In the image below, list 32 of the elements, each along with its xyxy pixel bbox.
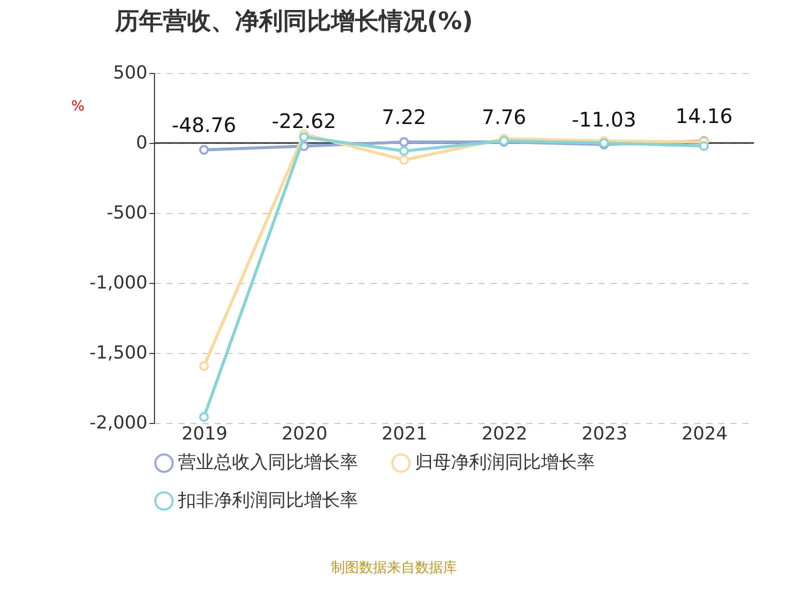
x-tick-label: 2023 bbox=[582, 424, 628, 444]
legend-label: 营业总收入同比增长率 bbox=[178, 452, 358, 474]
point bbox=[299, 132, 309, 142]
legend-label: 扣非净利润同比增长率 bbox=[177, 490, 358, 511]
data-label: 7.76 bbox=[482, 104, 526, 129]
point bbox=[699, 141, 709, 151]
chart-title: 历年营收、净利同比增长情况(%) bbox=[114, 7, 473, 35]
y-tick-label: -2,000 bbox=[89, 412, 148, 434]
x-tick-label: 2020 bbox=[282, 424, 328, 444]
y-tick-label: 0 bbox=[136, 132, 148, 154]
x-tick-label: 2021 bbox=[382, 424, 428, 444]
point bbox=[399, 146, 409, 156]
data-label: -11.03 bbox=[572, 108, 636, 132]
y-tick-label: -1,500 bbox=[89, 342, 148, 364]
data-label: 7.22 bbox=[382, 104, 426, 129]
x-tick-label: 2024 bbox=[682, 424, 728, 444]
point bbox=[199, 144, 209, 155]
y-tick-label: -500 bbox=[106, 202, 148, 224]
point bbox=[399, 155, 409, 165]
data-label: -48.76 bbox=[172, 112, 236, 137]
point bbox=[199, 412, 209, 422]
y-tick-label: 500 bbox=[113, 62, 148, 84]
y-axis-title: % bbox=[71, 98, 84, 114]
point bbox=[199, 361, 209, 371]
point bbox=[399, 137, 409, 147]
data-label: 14.16 bbox=[675, 104, 733, 128]
text: 制图数据来自数据库 bbox=[331, 560, 457, 576]
x-tick-label: 2022 bbox=[482, 424, 528, 444]
data-label: -22.62 bbox=[272, 109, 336, 134]
y-tick-label: -1,000 bbox=[89, 272, 148, 294]
legend-label: 归母净利润同比增长率 bbox=[415, 452, 595, 474]
x-tick-label: 2019 bbox=[182, 424, 228, 444]
